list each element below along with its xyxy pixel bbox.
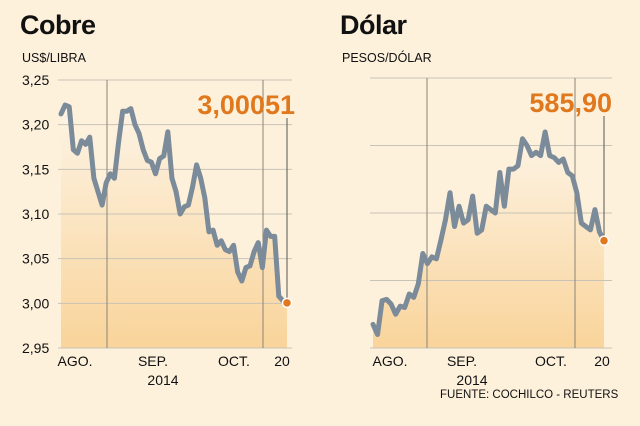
y-tick-label: 3,15 xyxy=(22,161,49,177)
last-value-label: 3,00051 xyxy=(197,90,295,120)
x-tick-label: 20 xyxy=(274,353,290,369)
last-value-point xyxy=(598,235,610,246)
copper-chart: 3,25 3,20 3,15 3,10 3,05 3,00 2,95 AGO. SEP. OCT.… xyxy=(22,72,295,388)
x-year-label: 2014 xyxy=(456,372,487,388)
y-tick-label: 3,05 xyxy=(22,251,49,267)
copper-title: Cobre xyxy=(20,10,96,40)
y-tick-label: 3,10 xyxy=(22,206,49,222)
y-tick-label: 2,95 xyxy=(22,340,49,356)
copper-unit-label: US$/LIBRA xyxy=(22,51,86,65)
dollar-title: Dólar xyxy=(340,10,407,40)
series-line xyxy=(370,129,607,337)
x-tick-label: SEP. xyxy=(138,353,168,369)
y-tick-label: 3,20 xyxy=(22,117,49,133)
x-tick-label: SEP. xyxy=(447,353,477,369)
x-year-label: 2014 xyxy=(147,372,178,388)
dollar-unit-label: PESOS/DÓLAR xyxy=(342,51,432,65)
x-tick-label: AGO. xyxy=(57,353,92,369)
y-tick-label: 3,25 xyxy=(22,72,49,88)
last-value-point xyxy=(281,297,293,309)
source-note: FUENTE: COCHILCO - REUTERS xyxy=(440,389,619,401)
x-tick-label: AGO. xyxy=(372,353,407,369)
area-fill xyxy=(373,132,604,348)
y-tick-label: 3,00 xyxy=(22,295,49,311)
x-tick-label: 20 xyxy=(594,353,610,369)
series-line xyxy=(58,102,290,306)
last-value-label: 585,90 xyxy=(529,88,612,118)
x-tick-label: OCT. xyxy=(535,353,567,369)
copper-panel: Cobre US$/LIBRA 3,25 3,20 3,15 3,10 3,05 3,00… xyxy=(20,10,295,388)
x-tick-label: OCT. xyxy=(218,353,250,369)
dollar-panel: Dólar PESOS/DÓLAR 610600590580570AGO.SEP… xyxy=(320,0,640,426)
area-fill xyxy=(61,105,287,348)
